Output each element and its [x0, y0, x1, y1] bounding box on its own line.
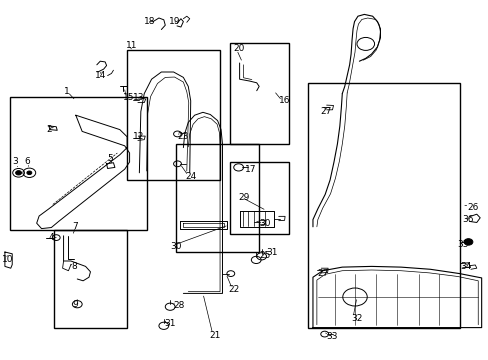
Text: 28: 28 — [173, 301, 184, 310]
Text: 4: 4 — [49, 233, 55, 242]
Text: 2: 2 — [46, 125, 52, 134]
Text: 20: 20 — [233, 44, 244, 53]
Text: 7: 7 — [72, 222, 78, 231]
Text: 11: 11 — [126, 40, 138, 49]
Text: 12: 12 — [132, 132, 143, 141]
Bar — [176, 144, 259, 252]
Text: 30: 30 — [170, 242, 182, 251]
Text: 9: 9 — [72, 300, 78, 309]
Text: 29: 29 — [238, 194, 249, 202]
Text: 36: 36 — [461, 215, 473, 224]
Text: 24: 24 — [185, 172, 197, 181]
Text: 26: 26 — [466, 202, 477, 211]
Text: 10: 10 — [2, 255, 14, 264]
Text: 31: 31 — [163, 320, 175, 328]
Text: 23: 23 — [177, 132, 188, 141]
Text: 3: 3 — [12, 157, 18, 166]
Text: 8: 8 — [71, 262, 77, 271]
Text: 5: 5 — [107, 154, 113, 163]
Text: 6: 6 — [24, 157, 30, 166]
Text: 25: 25 — [259, 251, 270, 260]
Text: 16: 16 — [278, 96, 290, 105]
Bar — [307, 83, 459, 328]
Text: 18: 18 — [144, 17, 156, 26]
Text: 27: 27 — [317, 269, 328, 278]
Bar — [229, 162, 288, 234]
Bar — [127, 50, 220, 180]
Text: 17: 17 — [244, 165, 256, 174]
Text: 15: 15 — [123, 93, 135, 102]
Text: 32: 32 — [350, 314, 362, 323]
Text: 14: 14 — [95, 71, 106, 80]
Bar — [10, 97, 146, 230]
Circle shape — [16, 171, 21, 175]
Text: 31: 31 — [266, 248, 278, 257]
Text: 34: 34 — [460, 262, 471, 271]
Text: 30: 30 — [259, 219, 270, 228]
Text: 27: 27 — [320, 107, 331, 116]
Circle shape — [27, 171, 32, 175]
Text: 19: 19 — [168, 17, 180, 26]
Text: 35: 35 — [456, 240, 468, 249]
Bar — [54, 230, 127, 328]
Text: 1: 1 — [63, 87, 69, 96]
Bar — [229, 43, 288, 144]
Text: 21: 21 — [209, 331, 220, 340]
Text: 13: 13 — [132, 93, 144, 102]
Circle shape — [463, 239, 472, 245]
Text: 33: 33 — [326, 332, 338, 341]
Text: 22: 22 — [228, 285, 240, 294]
